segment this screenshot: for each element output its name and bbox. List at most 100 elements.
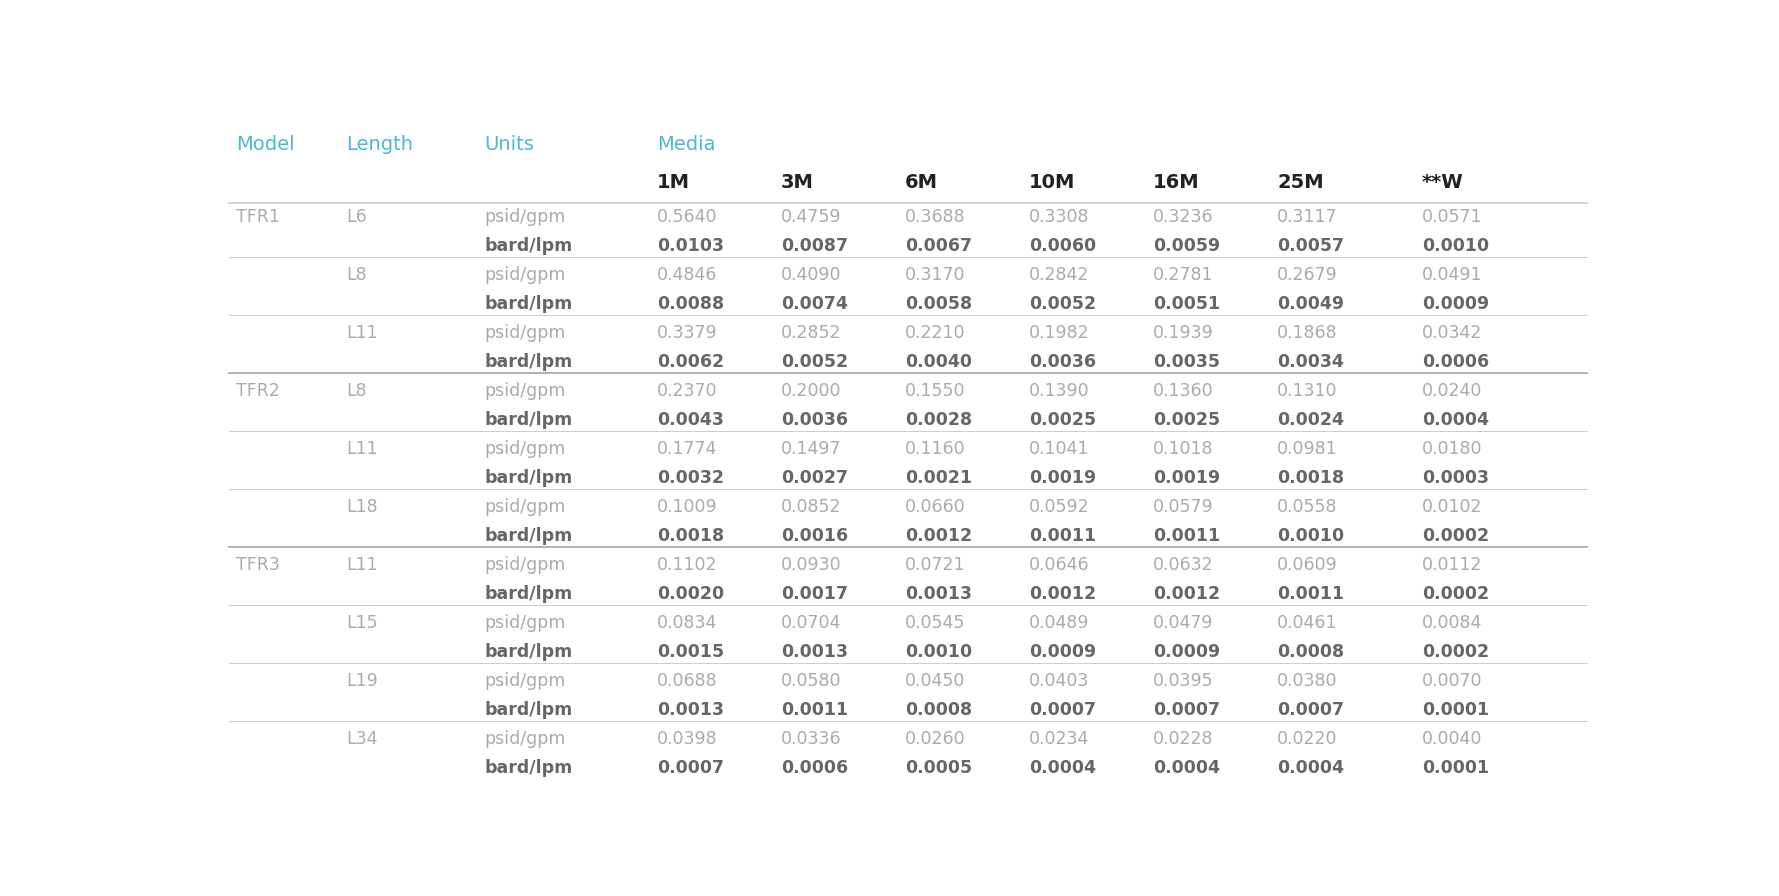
- Text: 0.0632: 0.0632: [1153, 556, 1213, 574]
- Text: 0.0579: 0.0579: [1153, 498, 1213, 516]
- Text: 0.0011: 0.0011: [1028, 527, 1096, 545]
- Text: 0.0024: 0.0024: [1277, 411, 1345, 429]
- Text: 0.2210: 0.2210: [906, 324, 966, 342]
- Text: 3M: 3M: [781, 173, 813, 192]
- Text: 0.4090: 0.4090: [781, 266, 841, 284]
- Text: 6M: 6M: [906, 173, 938, 192]
- Text: TFR3: TFR3: [237, 556, 279, 574]
- Text: 0.1018: 0.1018: [1153, 440, 1213, 458]
- Text: 0.0008: 0.0008: [1277, 643, 1345, 661]
- Text: 0.3379: 0.3379: [656, 324, 717, 342]
- Text: 0.0491: 0.0491: [1421, 266, 1482, 284]
- Text: psid/gpm: psid/gpm: [484, 266, 566, 284]
- Text: Model: Model: [237, 135, 295, 154]
- Text: 0.0545: 0.0545: [906, 614, 966, 632]
- Text: psid/gpm: psid/gpm: [484, 672, 566, 690]
- Text: 0.0010: 0.0010: [1421, 237, 1489, 255]
- Text: 0.0009: 0.0009: [1421, 295, 1489, 314]
- Text: 0.3117: 0.3117: [1277, 208, 1338, 227]
- Text: 0.0057: 0.0057: [1277, 237, 1345, 255]
- Text: 25M: 25M: [1277, 173, 1324, 192]
- Text: 0.0580: 0.0580: [781, 672, 841, 690]
- Text: TFR2: TFR2: [237, 382, 279, 401]
- Text: 0.0025: 0.0025: [1153, 411, 1220, 429]
- Text: 0.0103: 0.0103: [656, 237, 724, 255]
- Text: 0.0062: 0.0062: [656, 353, 724, 371]
- Text: 0.0852: 0.0852: [781, 498, 841, 516]
- Text: 0.0112: 0.0112: [1421, 556, 1482, 574]
- Text: 0.0013: 0.0013: [781, 643, 849, 661]
- Text: 0.0004: 0.0004: [1277, 759, 1345, 777]
- Text: 0.0489: 0.0489: [1028, 614, 1089, 632]
- Text: 0.0021: 0.0021: [906, 469, 971, 487]
- Text: 0.0688: 0.0688: [656, 672, 717, 690]
- Text: 0.0052: 0.0052: [781, 353, 849, 371]
- Text: 0.0019: 0.0019: [1153, 469, 1220, 487]
- Text: 0.0002: 0.0002: [1421, 527, 1489, 545]
- Text: psid/gpm: psid/gpm: [484, 208, 566, 227]
- Text: bard/lpm: bard/lpm: [484, 701, 573, 719]
- Text: 0.0004: 0.0004: [1153, 759, 1220, 777]
- Text: 0.2679: 0.2679: [1277, 266, 1338, 284]
- Text: 0.4846: 0.4846: [656, 266, 717, 284]
- Text: 0.1497: 0.1497: [781, 440, 841, 458]
- Text: 0.0084: 0.0084: [1421, 614, 1482, 632]
- Text: L18: L18: [347, 498, 379, 516]
- Text: 0.0005: 0.0005: [906, 759, 971, 777]
- Text: 0.0403: 0.0403: [1028, 672, 1089, 690]
- Text: 0.2852: 0.2852: [781, 324, 841, 342]
- Text: 0.1102: 0.1102: [656, 556, 717, 574]
- Text: 0.0025: 0.0025: [1028, 411, 1096, 429]
- Text: bard/lpm: bard/lpm: [484, 411, 573, 429]
- Text: 0.0001: 0.0001: [1421, 759, 1489, 777]
- Text: 0.0461: 0.0461: [1277, 614, 1338, 632]
- Text: 0.0380: 0.0380: [1277, 672, 1338, 690]
- Text: 0.0049: 0.0049: [1277, 295, 1345, 314]
- Text: psid/gpm: psid/gpm: [484, 440, 566, 458]
- Text: 0.5640: 0.5640: [656, 208, 717, 227]
- Text: bard/lpm: bard/lpm: [484, 237, 573, 255]
- Text: 0.0006: 0.0006: [1421, 353, 1489, 371]
- Text: 0.0102: 0.0102: [1421, 498, 1482, 516]
- Text: Length: Length: [347, 135, 413, 154]
- Text: 0.0027: 0.0027: [781, 469, 849, 487]
- Text: 0.0043: 0.0043: [656, 411, 724, 429]
- Text: 0.0001: 0.0001: [1421, 701, 1489, 719]
- Text: 0.0009: 0.0009: [1153, 643, 1220, 661]
- Text: L11: L11: [347, 556, 379, 574]
- Text: 0.0006: 0.0006: [781, 759, 849, 777]
- Text: 0.0019: 0.0019: [1028, 469, 1096, 487]
- Text: 0.0450: 0.0450: [906, 672, 966, 690]
- Text: 0.0592: 0.0592: [1028, 498, 1089, 516]
- Text: 0.0007: 0.0007: [1277, 701, 1345, 719]
- Text: L34: L34: [347, 730, 377, 748]
- Text: 0.0009: 0.0009: [1028, 643, 1096, 661]
- Text: 0.0930: 0.0930: [781, 556, 841, 574]
- Text: 0.0398: 0.0398: [656, 730, 717, 748]
- Text: psid/gpm: psid/gpm: [484, 498, 566, 516]
- Text: 0.4759: 0.4759: [781, 208, 841, 227]
- Text: TFR1: TFR1: [237, 208, 279, 227]
- Text: 0.0260: 0.0260: [906, 730, 966, 748]
- Text: 0.1160: 0.1160: [906, 440, 966, 458]
- Text: 0.0036: 0.0036: [781, 411, 849, 429]
- Text: 0.0032: 0.0032: [656, 469, 724, 487]
- Text: L8: L8: [347, 382, 366, 401]
- Text: 0.1360: 0.1360: [1153, 382, 1213, 401]
- Text: psid/gpm: psid/gpm: [484, 382, 566, 401]
- Text: 0.0007: 0.0007: [1028, 701, 1096, 719]
- Text: 0.0036: 0.0036: [1028, 353, 1096, 371]
- Text: 0.0013: 0.0013: [906, 585, 971, 603]
- Text: 0.1939: 0.1939: [1153, 324, 1213, 342]
- Text: 0.0002: 0.0002: [1421, 585, 1489, 603]
- Text: psid/gpm: psid/gpm: [484, 324, 566, 342]
- Text: Units: Units: [484, 135, 534, 154]
- Text: 0.0002: 0.0002: [1421, 643, 1489, 661]
- Text: 0.1310: 0.1310: [1277, 382, 1338, 401]
- Text: 0.0028: 0.0028: [906, 411, 971, 429]
- Text: 0.0016: 0.0016: [781, 527, 849, 545]
- Text: bard/lpm: bard/lpm: [484, 295, 573, 314]
- Text: L11: L11: [347, 324, 379, 342]
- Text: 0.3170: 0.3170: [906, 266, 966, 284]
- Text: 0.0035: 0.0035: [1153, 353, 1220, 371]
